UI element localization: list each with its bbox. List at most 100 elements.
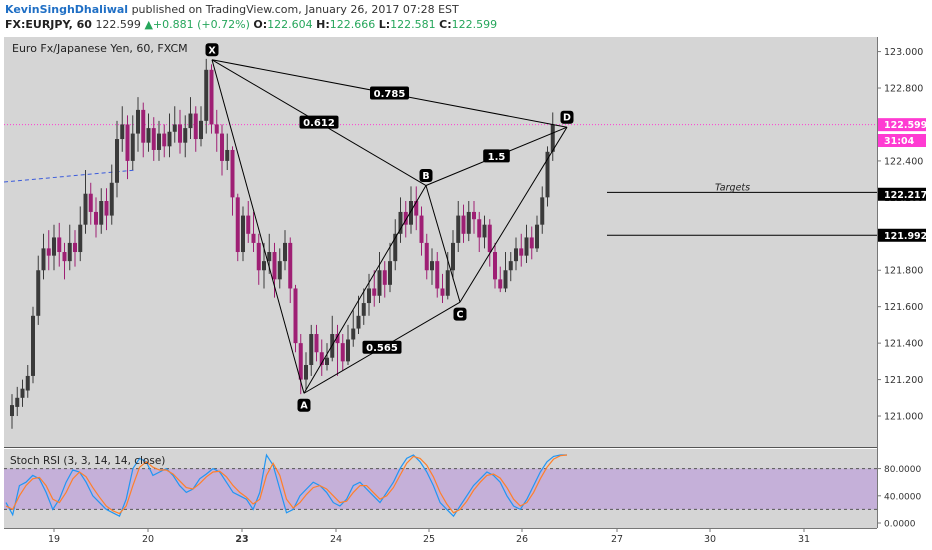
pattern-leg-ab[interactable]: [303, 185, 427, 394]
candle-body[interactable]: [73, 242, 77, 253]
candle-body[interactable]: [256, 242, 261, 271]
candle-body[interactable]: [309, 334, 314, 365]
candle-body[interactable]: [36, 270, 41, 316]
candle-body[interactable]: [31, 315, 35, 376]
time-axis[interactable]: [4, 528, 877, 550]
candle-body[interactable]: [115, 139, 119, 183]
candle-body[interactable]: [15, 397, 20, 407]
candle-body[interactable]: [57, 237, 62, 253]
candle-body[interactable]: [46, 248, 51, 256]
candle-body[interactable]: [52, 237, 56, 256]
candle-body[interactable]: [178, 124, 182, 143]
candle-body[interactable]: [409, 201, 413, 225]
candle-body[interactable]: [99, 201, 104, 225]
candle-body[interactable]: [529, 237, 534, 249]
candle-body[interactable]: [104, 201, 109, 216]
candle-body[interactable]: [10, 405, 14, 417]
candle-body[interactable]: [325, 357, 329, 365]
candle-body[interactable]: [372, 288, 377, 296]
candle-body[interactable]: [403, 211, 408, 225]
candle-body[interactable]: [157, 133, 161, 150]
candle-body[interactable]: [20, 388, 25, 398]
candle-body[interactable]: [466, 211, 471, 234]
candle-body[interactable]: [424, 242, 429, 271]
candle-body[interactable]: [298, 343, 303, 380]
candle-body[interactable]: [319, 352, 324, 365]
candle-body[interactable]: [267, 252, 272, 262]
candle-body[interactable]: [430, 261, 434, 271]
candle-body[interactable]: [445, 270, 450, 296]
pattern-leg-xa[interactable]: [211, 59, 305, 394]
candle-body[interactable]: [193, 113, 198, 140]
pattern-point-marker[interactable]: [205, 43, 219, 57]
candle-body[interactable]: [356, 315, 361, 329]
candle-body[interactable]: [25, 375, 30, 391]
candle-body[interactable]: [503, 270, 508, 289]
candle-body[interactable]: [346, 339, 350, 362]
candle-body[interactable]: [419, 215, 424, 243]
candle-body[interactable]: [451, 242, 455, 271]
candle-body[interactable]: [67, 242, 72, 262]
candle-body[interactable]: [120, 124, 125, 140]
price-chart[interactable]: Targets 0.612 0.785 1.5 0.565 X A B C D 123.000 1…: [0, 34, 932, 550]
candle-body[interactable]: [540, 197, 545, 225]
candle-body[interactable]: [393, 233, 398, 262]
candle-body[interactable]: [487, 224, 492, 253]
candle-body[interactable]: [167, 131, 172, 147]
candle-body[interactable]: [482, 224, 487, 238]
candle-body[interactable]: [545, 151, 550, 198]
candle-body[interactable]: [141, 109, 146, 143]
candle-body[interactable]: [472, 211, 476, 220]
candle-body[interactable]: [377, 270, 382, 296]
candle-body[interactable]: [151, 128, 156, 150]
candle-body[interactable]: [78, 224, 83, 253]
author-link[interactable]: KevinSinghDhaliwal: [5, 3, 129, 16]
candle-body[interactable]: [498, 279, 503, 289]
candle-body[interactable]: [125, 124, 130, 161]
candle-body[interactable]: [109, 182, 114, 216]
candle-body[interactable]: [209, 69, 214, 125]
price-axis[interactable]: [877, 37, 932, 528]
candle-body[interactable]: [524, 237, 529, 256]
candle-body[interactable]: [83, 193, 88, 225]
candle-body[interactable]: [440, 288, 445, 296]
pattern-point-marker[interactable]: [560, 110, 574, 124]
pattern-point-marker[interactable]: [419, 169, 433, 183]
candle-body[interactable]: [94, 211, 98, 225]
candle-body[interactable]: [461, 215, 466, 234]
candle-body[interactable]: [230, 149, 235, 198]
candle-body[interactable]: [241, 215, 245, 253]
candle-body[interactable]: [508, 261, 513, 271]
candle-body[interactable]: [519, 248, 524, 256]
candle-body[interactable]: [335, 334, 340, 344]
candle-body[interactable]: [188, 113, 193, 129]
trend-line[interactable]: [3, 169, 137, 183]
candle-body[interactable]: [225, 149, 230, 161]
main-pane[interactable]: [4, 37, 877, 447]
candle-body[interactable]: [456, 215, 461, 243]
candle-body[interactable]: [388, 261, 392, 285]
candle-body[interactable]: [183, 128, 188, 143]
stoch-k-line[interactable]: [5, 453, 567, 518]
candle-body[interactable]: [251, 233, 256, 243]
candle-body[interactable]: [199, 120, 203, 140]
candle-body[interactable]: [493, 252, 497, 280]
candle-body[interactable]: [130, 133, 135, 161]
candle-body[interactable]: [262, 261, 266, 271]
candle-body[interactable]: [246, 215, 251, 234]
pattern-leg-cd[interactable]: [459, 126, 568, 303]
candle-body[interactable]: [62, 252, 67, 262]
candle-body[interactable]: [235, 197, 240, 253]
candle-body[interactable]: [435, 261, 440, 289]
pattern-leg-bc[interactable]: [425, 185, 461, 303]
candle-body[interactable]: [514, 248, 518, 262]
candle-body[interactable]: [272, 252, 277, 280]
candle-body[interactable]: [283, 242, 287, 262]
candle-body[interactable]: [220, 133, 224, 161]
candle-body[interactable]: [136, 109, 140, 134]
pattern-point-marker[interactable]: [453, 307, 467, 321]
candle-body[interactable]: [172, 124, 177, 132]
candle-body[interactable]: [277, 261, 282, 280]
candle-body[interactable]: [214, 124, 219, 134]
candle-body[interactable]: [162, 133, 167, 147]
